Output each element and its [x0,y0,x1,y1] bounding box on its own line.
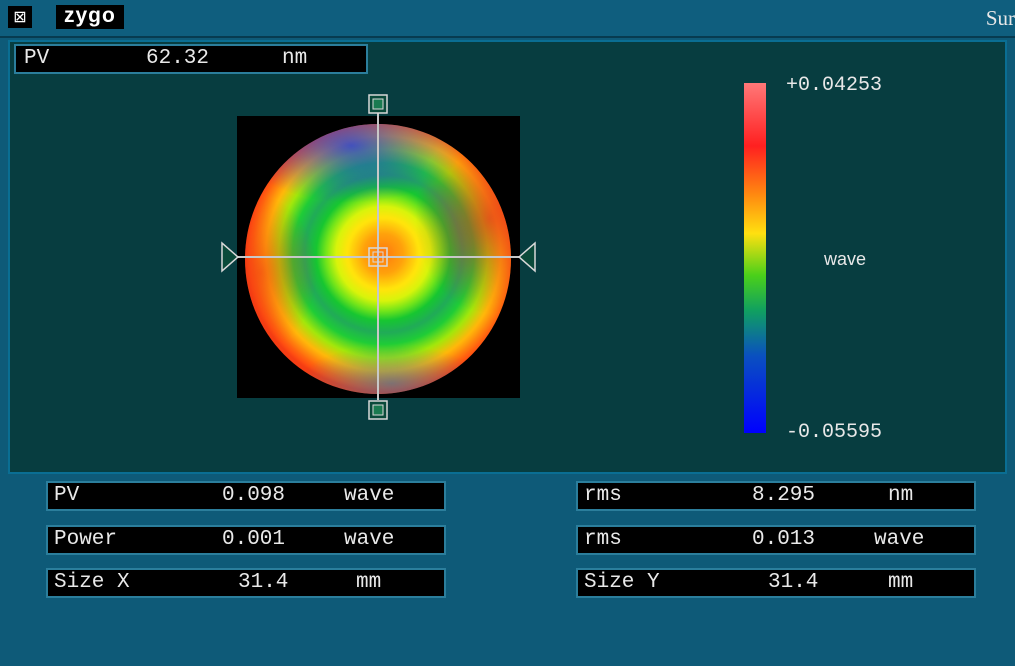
result-label: Size Y [584,571,660,594]
result-label: Power [54,528,118,551]
size-y-readout: Size Y 31.4 mm [576,568,976,598]
color-scale-max: +0.04253 [786,74,883,97]
pv-nm-label: PV [24,47,50,70]
result-label: PV [54,484,80,507]
color-scale-bar [744,83,766,433]
result-unit: mm [888,571,914,594]
crosshair-overlay [221,94,536,420]
color-scale-min: -0.05595 [786,421,883,444]
pv-wave-readout: PV 0.098 wave [46,481,446,511]
rms-nm-readout: rms 8.295 nm [576,481,976,511]
result-label: Size X [54,571,130,594]
center-handle-icon[interactable] [368,247,388,267]
right-handle-icon[interactable] [517,241,536,273]
result-label: rms [584,528,622,551]
pv-nm-readout: PV 62.32 nm [14,44,368,74]
result-unit: wave [344,528,395,551]
result-value: 0.001 [222,528,286,551]
result-value: 31.4 [238,571,289,594]
window-title: Sur [985,6,1015,30]
color-scale-unit: wave [824,249,867,269]
pv-nm-value: 62.32 [146,47,210,70]
bottom-handle-icon[interactable] [368,400,388,420]
result-value: 0.098 [222,484,286,507]
result-value: 0.013 [752,528,816,551]
power-readout: Power 0.001 wave [46,525,446,555]
zygo-logo: zygo [56,5,124,29]
title-bar: ⊠ zygo Sur [0,0,1015,38]
result-unit: wave [344,484,395,507]
pv-nm-unit: nm [282,47,308,70]
window-menu-icon[interactable]: ⊠ [8,6,32,28]
rms-wave-readout: rms 0.013 wave [576,525,976,555]
result-unit: wave [874,528,925,551]
result-value: 31.4 [768,571,819,594]
result-value: 8.295 [752,484,816,507]
result-unit: nm [888,484,914,507]
result-label: rms [584,484,622,507]
left-handle-icon[interactable] [221,241,240,273]
size-x-readout: Size X 31.4 mm [46,568,446,598]
result-unit: mm [356,571,382,594]
top-handle-icon[interactable] [368,94,388,114]
